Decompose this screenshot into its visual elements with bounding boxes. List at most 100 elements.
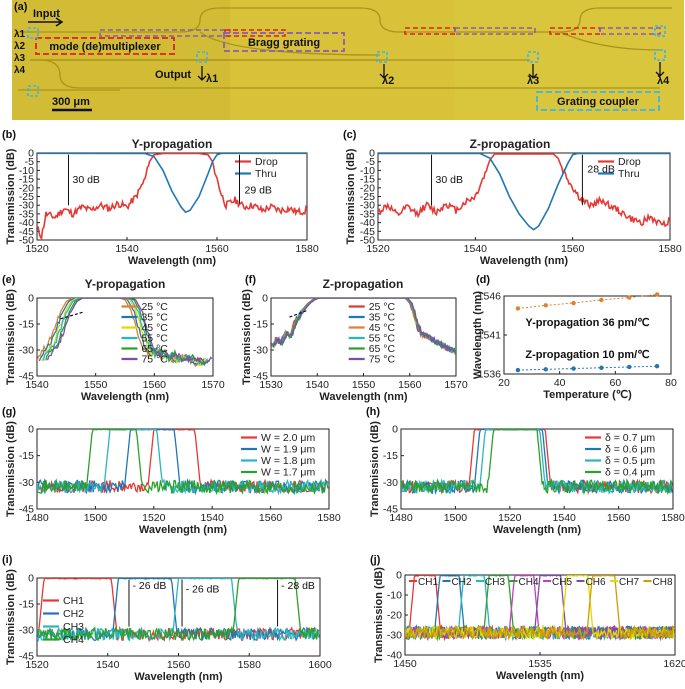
legend-label-e: 65 °C: [141, 343, 168, 355]
annotation-label: 28 dB: [587, 164, 614, 176]
panel-label-d: (d): [476, 274, 490, 286]
x-tick-label: 1580: [317, 512, 341, 524]
legend-label-f: 45 °C: [369, 322, 396, 334]
legend-label-g: W = 1.7 μm: [261, 467, 315, 479]
y-axis-label: Transmission (dB): [373, 567, 385, 663]
x-tick-label: 60: [609, 377, 621, 389]
y-tick-label: -25: [19, 191, 34, 203]
y-axis-label: Transmission (dB): [5, 289, 17, 385]
y-tick-label: -10: [19, 165, 34, 177]
legend-label-j: CH3: [485, 577, 505, 588]
x-tick-label: 1560: [607, 512, 631, 524]
output-arrow-icon-1: [197, 66, 207, 81]
chart-title-c: Z-propagation: [470, 137, 551, 151]
y-tick-label: -30: [19, 345, 34, 357]
legend-label-j: CH7: [619, 577, 639, 588]
legend-label-e: 55 °C: [141, 333, 168, 345]
legend-label-h: δ = 0.6 μm: [605, 444, 655, 456]
input-arrow-icon: [28, 17, 64, 27]
chart-title-f: Z-propagation: [323, 277, 404, 291]
x-tick-label: 1550: [84, 379, 108, 391]
y-tick-label: 0: [396, 570, 402, 582]
fit-line: [517, 293, 658, 309]
x-tick-label: 1520: [366, 243, 390, 255]
y-tick-label: -15: [19, 174, 34, 186]
y-tick-label: -45: [19, 371, 34, 383]
y-tick-label: -15: [360, 174, 375, 186]
series-line: [401, 429, 673, 496]
y-axis-label: Wavelength (nm): [472, 291, 484, 380]
x-axis-label: Wavelength (nm): [134, 671, 223, 683]
y-tick-label: -40: [360, 217, 375, 229]
output-lambda-2: λ2: [382, 75, 394, 87]
chart-j: 1450 1535 1620 0 -10 -20 -30 -40 Wavelength (nm)…: [370, 554, 685, 682]
series-line: [46, 298, 213, 365]
data-point: [627, 295, 632, 300]
y-axis-label: Transmission (dB): [369, 421, 381, 517]
y-tick-label: -5: [25, 156, 34, 168]
y-tick-label: 0: [28, 148, 34, 160]
x-axis-label: Wavelength (nm): [81, 391, 170, 403]
y-tick-label: -40: [19, 217, 34, 229]
output-arrow-icon-4: [655, 62, 665, 77]
panel-label-g: (g): [2, 406, 16, 418]
legend-label-f: 35 °C: [369, 312, 396, 324]
series-line: [45, 298, 211, 367]
legend-label-h: δ = 0.7 μm: [605, 432, 655, 444]
y-tick-label: -10: [387, 590, 402, 602]
y-tick-label: -45: [253, 371, 268, 383]
legend-label-g: W = 1.9 μm: [261, 444, 315, 456]
x-axis-label: Wavelength (nm): [319, 391, 408, 403]
x-tick-label: 1540: [201, 512, 225, 524]
series-line: [37, 578, 320, 643]
y-tick-label: 0: [392, 424, 398, 436]
y-tick-label: -45: [19, 651, 34, 663]
y-tick-label: -30: [19, 625, 34, 637]
x-tick-label: 80: [665, 377, 677, 389]
series-line: [272, 298, 456, 353]
legend-label-e: 25 °C: [141, 301, 168, 313]
x-tick-label: 1500: [444, 512, 468, 524]
y-tick-label: 0: [28, 293, 34, 305]
chart-d: 20 40 60 80 1536 1541 1546 Temperature (℃) Wavel…: [472, 274, 677, 401]
y-tick-label: -15: [19, 450, 34, 462]
panel-label-a: (a): [14, 1, 28, 13]
panel-label-j: (j): [370, 554, 381, 566]
data-point: [543, 303, 548, 308]
series-line: [405, 575, 675, 642]
x-tick-label: 1620: [663, 658, 685, 670]
fit-line: [517, 365, 658, 371]
output-arrow-icon-3: [528, 64, 538, 79]
legend-label-i: CH4: [63, 634, 84, 646]
series-line-drop: [378, 153, 670, 228]
x-tick-label: 1550: [352, 379, 376, 391]
x-tick-label: 1540: [306, 379, 330, 391]
series-line-thru: [37, 153, 307, 214]
y-tick-label: 1546: [478, 291, 502, 303]
y-tick-label: -30: [360, 200, 375, 212]
data-point: [543, 367, 548, 372]
y-tick-label: -5: [366, 156, 375, 168]
x-tick-label: 1580: [295, 243, 319, 255]
legend-label-f: 65 °C: [369, 343, 396, 355]
data-point: [571, 300, 576, 306]
channel-label-1: λ1: [14, 29, 26, 40]
x-tick-label: 1480: [389, 512, 413, 524]
legend-label-i: CH2: [63, 608, 84, 620]
x-tick-label: 1580: [658, 243, 682, 255]
series-line-thru: [378, 153, 670, 231]
input-label: Input: [33, 8, 60, 20]
y-tick-label: -45: [19, 226, 34, 238]
legend-label-j: CH4: [519, 577, 539, 588]
legend-label-c: Drop: [618, 156, 641, 168]
data-point: [571, 366, 576, 371]
photo-panel: mode (de)multiplexer Bragg grating Grati…: [12, 0, 684, 120]
mux-label: mode (de)multiplexer: [49, 41, 161, 53]
x-tick-label: 1540: [25, 379, 49, 391]
bragg-marker-3: [599, 27, 661, 35]
x-tick-label: 1520: [25, 243, 49, 255]
x-tick-label: 1560: [398, 379, 422, 391]
x-tick-label: 40: [554, 377, 566, 389]
bragg-box: [223, 32, 345, 52]
series-line-drop: [37, 153, 307, 240]
